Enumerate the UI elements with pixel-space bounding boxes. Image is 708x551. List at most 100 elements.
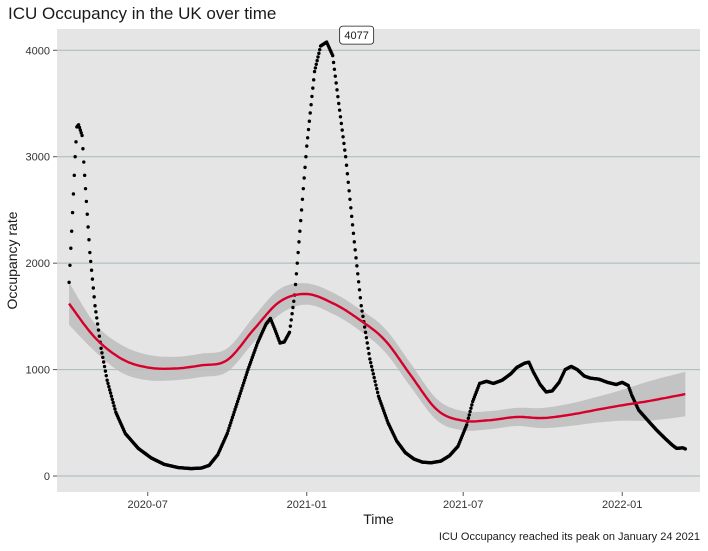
data-point: [354, 256, 358, 260]
data-point: [245, 370, 249, 374]
x-tick-label: 2020-07: [128, 499, 168, 511]
data-point: [366, 346, 370, 351]
data-point: [337, 108, 342, 112]
data-point: [339, 121, 344, 126]
data-point: [470, 403, 474, 407]
data-point: [80, 133, 84, 138]
data-point: [683, 447, 688, 451]
data-point: [359, 304, 363, 308]
data-point: [330, 53, 335, 58]
data-point: [88, 250, 92, 255]
smooth-line: [68, 292, 686, 423]
data-point: [95, 322, 100, 326]
data-point: [369, 364, 374, 369]
data-point: [467, 413, 471, 417]
data-point: [316, 55, 320, 59]
data-point: [370, 368, 375, 372]
data-point: [361, 314, 365, 319]
data-point: [111, 400, 115, 405]
data-point: [342, 141, 346, 146]
data-point: [312, 69, 317, 74]
peak-label: 4077: [344, 30, 368, 42]
data-point: [340, 128, 344, 132]
data-point: [230, 415, 235, 420]
data-point: [374, 383, 378, 387]
data-point: [338, 115, 343, 119]
data-point: [235, 399, 240, 404]
data-point: [233, 407, 237, 412]
data-point: [86, 225, 90, 229]
axis-ticks: 0 1000 2000 3000 4000 2020-07 2021-01 2021-07 20…: [26, 45, 643, 511]
data-point: [373, 379, 377, 384]
data-point: [333, 74, 337, 78]
y-tick-label: 3000: [26, 152, 50, 164]
data-point: [238, 391, 242, 396]
data-point: [309, 102, 313, 107]
plot-panel: [57, 29, 700, 492]
data-point: [241, 381, 246, 385]
data-point: [241, 383, 245, 388]
x-tick-label: 2022-01: [602, 499, 642, 511]
data-point: [364, 335, 369, 340]
data-point: [100, 351, 104, 355]
data-point: [336, 94, 340, 99]
data-point: [357, 288, 362, 292]
data-point: [99, 346, 103, 351]
data-point: [87, 238, 91, 242]
data-point: [234, 405, 238, 409]
data-point: [85, 212, 89, 216]
data-point: [112, 404, 116, 408]
data-point: [334, 81, 338, 85]
data-point: [356, 280, 361, 284]
data-point: [96, 328, 101, 332]
data-point: [103, 369, 108, 373]
data-point: [311, 86, 315, 90]
data-point: [305, 144, 309, 148]
data-point: [349, 206, 353, 210]
data-point: [314, 62, 318, 66]
data-point: [348, 197, 352, 201]
data-point: [113, 407, 117, 411]
data-point: [464, 423, 469, 427]
data-point: [315, 58, 319, 63]
data-point: [69, 246, 73, 250]
data-point: [468, 409, 472, 414]
data-point: [307, 119, 312, 123]
data-point: [89, 268, 94, 272]
data-point: [102, 364, 107, 369]
data-point: [91, 286, 96, 290]
data-point: [296, 250, 300, 255]
peak-annotation: 4077: [339, 25, 375, 45]
y-axis-title: Occupancy rate: [4, 211, 20, 309]
data-point: [352, 240, 356, 244]
data-point: [289, 318, 293, 322]
data-point: [469, 406, 473, 410]
data-point: [105, 378, 109, 382]
data-point: [313, 66, 318, 70]
data-point: [299, 208, 304, 212]
data-point: [93, 304, 97, 308]
data-point: [300, 197, 305, 201]
data-point: [337, 101, 341, 106]
data-point: [228, 423, 232, 428]
data-point: [346, 180, 350, 184]
data-point: [77, 125, 82, 130]
data-point: [110, 397, 115, 402]
data-point: [227, 426, 231, 430]
data-point: [108, 391, 113, 395]
data-point: [242, 378, 247, 382]
data-point: [331, 60, 336, 65]
data-point: [362, 325, 367, 329]
confidence-band: [69, 282, 686, 431]
data-point: [301, 186, 306, 191]
data-point: [104, 373, 108, 378]
data-point: [306, 127, 311, 132]
data-point: [350, 223, 355, 227]
data-point: [73, 155, 77, 159]
data-point: [290, 312, 294, 316]
data-point: [355, 264, 359, 268]
data-point: [347, 189, 351, 193]
data-point: [351, 231, 356, 236]
data-point: [311, 78, 316, 82]
